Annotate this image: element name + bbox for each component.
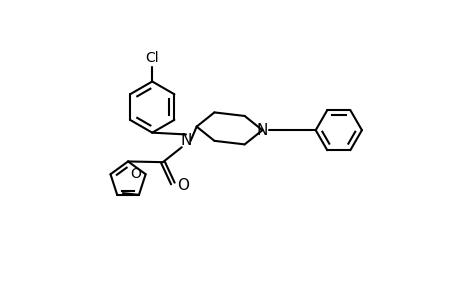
Text: N: N — [180, 133, 191, 148]
Text: Cl: Cl — [145, 52, 159, 65]
Text: O: O — [130, 167, 141, 181]
Text: O: O — [177, 178, 189, 193]
Text: N: N — [256, 123, 268, 138]
